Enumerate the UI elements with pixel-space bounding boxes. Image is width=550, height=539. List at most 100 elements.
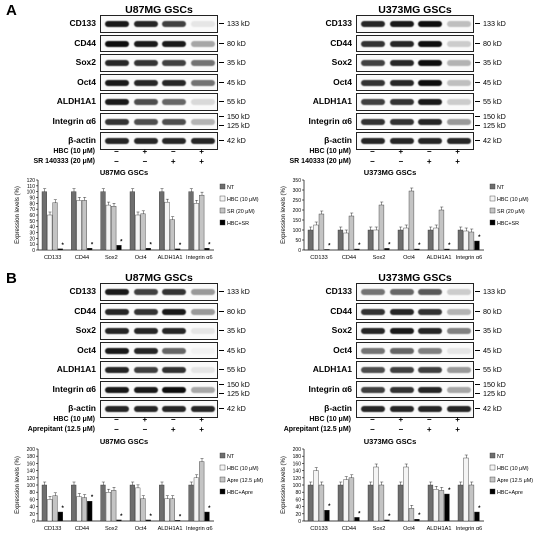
category-label: CD44 [342, 526, 356, 532]
bar [384, 519, 390, 522]
blot-strip [356, 302, 474, 320]
bar [427, 484, 434, 522]
blot-band [446, 289, 471, 295]
blot-band [446, 60, 471, 66]
blot-band [190, 406, 215, 412]
blot-band [105, 328, 130, 334]
kd-tick [475, 369, 480, 370]
blot-band [389, 386, 414, 393]
category-label: ALDH1A1 [158, 255, 183, 261]
blot-strip [100, 322, 218, 340]
blot-band [389, 99, 414, 105]
treatment-mark: + [455, 415, 460, 424]
blot-title: U373MG GSCs [378, 272, 452, 284]
blot-band [105, 79, 130, 86]
kd-tick [219, 349, 224, 351]
significance-mark: * [120, 239, 123, 245]
y-tick-label: 50 [295, 238, 301, 244]
bar [474, 511, 480, 522]
kd-tick [475, 115, 480, 117]
bar [373, 229, 379, 251]
y-tick-label: 150 [293, 218, 302, 224]
bar [414, 518, 420, 522]
y-tick-label: 10 [29, 242, 35, 248]
legend-label: HBC (10 μM) [497, 197, 529, 203]
y-tick-label: 120 [293, 476, 302, 482]
blot-strip [356, 54, 474, 72]
kd-label: 133 kD [483, 19, 506, 28]
blot-band [361, 40, 386, 47]
significance-mark: * [208, 242, 211, 248]
blot-band [162, 118, 187, 125]
y-tick-label: 100 [27, 483, 36, 489]
significance-mark: * [418, 243, 421, 249]
category-label: CD133 [44, 255, 61, 261]
bar [76, 496, 82, 522]
blot-band [162, 406, 187, 412]
blot-band [162, 99, 187, 105]
blot-band [446, 40, 471, 47]
bar [403, 466, 409, 522]
kd-tick [219, 140, 224, 141]
blot-band [133, 79, 158, 86]
legend-label: SR (20 μM) [497, 209, 525, 215]
blot-strip [356, 322, 474, 340]
blot-band [361, 118, 386, 125]
blot-band [418, 60, 443, 66]
bar [193, 203, 199, 251]
kd-label: 45 kD [227, 77, 246, 87]
blot-band [418, 406, 443, 412]
treatment-label: SR 140333 (20 μM) [289, 158, 351, 165]
legend-label: NT [497, 454, 505, 460]
blot-band [190, 347, 215, 354]
blot-band [190, 118, 215, 125]
significance-mark: * [358, 511, 361, 517]
y-tick-label: 200 [293, 208, 302, 214]
y-tick-label: 160 [293, 461, 302, 467]
bar [111, 490, 117, 522]
bar [129, 484, 135, 522]
bar [159, 484, 165, 522]
blot-band [105, 21, 130, 27]
y-tick-label: 0 [298, 519, 301, 525]
kd-label: 150 kD [483, 111, 506, 121]
treatment-mark: − [398, 157, 404, 166]
bar [427, 229, 434, 251]
panel-letter: B [6, 270, 17, 287]
blot-strip [100, 93, 218, 111]
y-tick-label: 0 [298, 248, 301, 254]
category-label: Integrin α6 [456, 526, 483, 532]
bar [343, 232, 349, 251]
blot-band [162, 60, 187, 66]
blot-strip [100, 54, 218, 72]
bar [175, 248, 181, 251]
treatment-mark: − [114, 415, 119, 424]
blot-strip [356, 283, 474, 301]
kd-tick [219, 42, 224, 44]
y-tick-label: 20 [29, 236, 35, 242]
blot-band [389, 367, 414, 373]
y-axis-label: Expression levels (%) [15, 186, 21, 244]
blot-band [190, 138, 215, 144]
bar [52, 495, 58, 522]
bar [367, 229, 374, 251]
kd-label: 55 kD [483, 97, 502, 106]
protein-label: ALDH1A1 [312, 364, 352, 374]
bar [145, 519, 151, 522]
blot-band [446, 347, 471, 354]
protein-label: Oct4 [77, 344, 96, 355]
kd-tick [219, 330, 224, 331]
blot-strip [356, 400, 474, 418]
legend-label: HBC+SR [497, 221, 519, 227]
y-tick-label: 100 [293, 228, 302, 234]
blot-band [162, 79, 187, 86]
bar-chart: Expression levels (%) 0 50 100 150 200 250 300 3… [281, 178, 529, 261]
bar [313, 224, 319, 251]
blot-strip [100, 15, 218, 33]
legend-swatch [489, 476, 496, 483]
blot-band [133, 21, 158, 27]
treatment-mark: + [199, 157, 204, 166]
y-tick-label: 80 [29, 490, 35, 496]
bar [81, 497, 87, 522]
